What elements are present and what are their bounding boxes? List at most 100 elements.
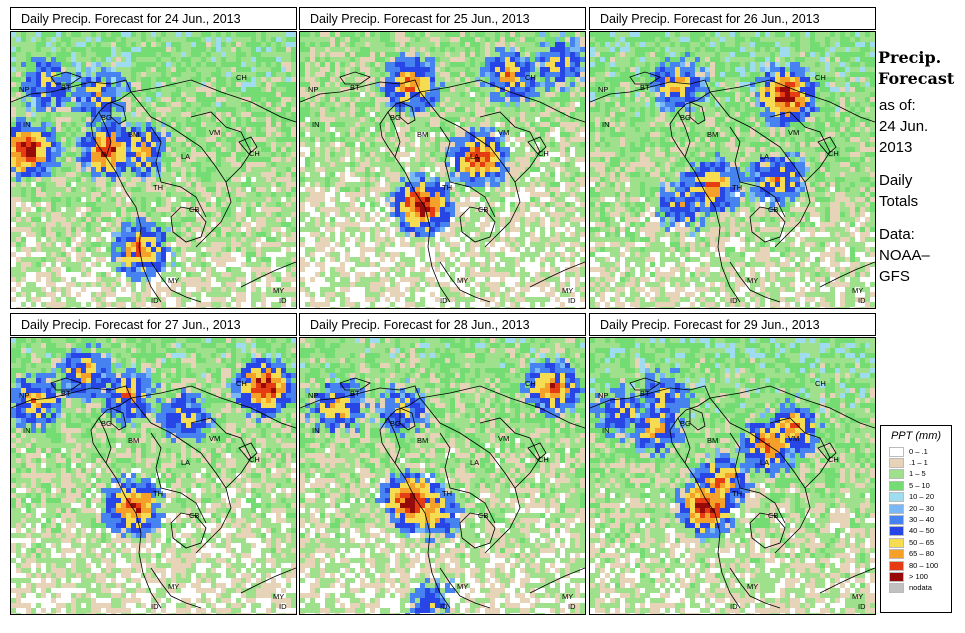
country-boundary: [439, 261, 491, 303]
legend-label: 30 – 40: [909, 515, 935, 525]
country-label: ID: [858, 602, 866, 611]
legend-entry: 10 – 20: [881, 492, 951, 503]
country-label: TH: [442, 183, 452, 192]
country-boundary: [90, 417, 107, 464]
country-label: TH: [442, 489, 452, 498]
country-label: ID: [151, 296, 159, 305]
country-boundary: [170, 206, 207, 243]
country-label: BM: [128, 130, 139, 139]
country-label: LA: [760, 458, 769, 467]
forecast-heading: Precip. Forecast: [878, 47, 963, 89]
legend-entry: nodata: [881, 583, 951, 594]
country-boundary: [130, 79, 296, 123]
country-boundary: [439, 567, 491, 609]
country-boundary: [439, 126, 496, 218]
country-label: CB: [478, 205, 488, 214]
country-boundary: [110, 101, 127, 125]
legend-entry: 30 – 40: [881, 514, 951, 526]
country-boundary: [689, 407, 706, 431]
country-boundary: [527, 442, 547, 461]
legend-swatch: [889, 537, 904, 548]
legend-entry: .1 – 1: [881, 457, 951, 469]
legend-title: PPT (mm): [890, 430, 942, 442]
country-boundary: [684, 462, 741, 609]
totals-line-2: Totals: [879, 193, 919, 210]
country-label: BT: [61, 389, 71, 398]
country-label: IN: [23, 120, 31, 129]
country-boundary: [419, 397, 521, 554]
precip-map: NP BT BG IN CH BM VM LA CH TH CB MY MY ID ID: [299, 31, 586, 309]
country-boundary: [729, 567, 781, 609]
country-label: CH: [828, 149, 839, 158]
country-boundary: [190, 111, 252, 183]
country-label: MY: [562, 286, 573, 295]
country-label: BM: [707, 130, 718, 139]
country-label: TH: [732, 489, 742, 498]
country-label: BG: [101, 419, 112, 428]
country-boundary: [709, 79, 875, 123]
panel-title: Daily Precip. Forecast for 27 Jun., 2013: [10, 313, 297, 336]
country-label: MY: [747, 276, 758, 285]
country-boundary: [709, 385, 875, 429]
country-label: CH: [249, 455, 260, 464]
legend-label: nodata: [909, 583, 932, 593]
country-boundary: [819, 567, 875, 594]
country-label: VM: [209, 128, 220, 137]
country-boundary: [684, 156, 741, 303]
country-label: ID: [440, 296, 448, 305]
country-label: CB: [189, 205, 199, 214]
country-label: NP: [308, 391, 318, 400]
panel-title: Daily Precip. Forecast for 26 Jun., 2013: [589, 7, 876, 30]
country-label: IN: [602, 426, 610, 435]
country-boundary: [238, 442, 258, 461]
country-label: VM: [788, 128, 799, 137]
country-label: ID: [568, 602, 576, 611]
country-label: MY: [852, 592, 863, 601]
country-label: NP: [598, 391, 608, 400]
country-boundary: [709, 397, 811, 554]
legend-label: 50 – 65: [909, 537, 935, 547]
country-boundary: [300, 385, 421, 464]
asof-date-line-2: 2013: [879, 139, 913, 156]
country-label: CB: [768, 205, 778, 214]
country-label: CH: [828, 455, 839, 464]
country-boundary: [669, 111, 686, 158]
country-label: MY: [273, 286, 284, 295]
forecast-panel: Daily Precip. Forecast for 27 Jun., 2013…: [10, 313, 299, 617]
country-label: CB: [478, 511, 488, 520]
country-label: MY: [168, 582, 179, 591]
forecast-panel: Daily Precip. Forecast for 24 Jun., 2013…: [10, 7, 299, 311]
country-boundary: [170, 512, 207, 549]
country-boundary: [819, 261, 875, 288]
country-label: VM: [498, 128, 509, 137]
country-label: BG: [390, 113, 401, 122]
asof-date-line-1: 24 Jun.: [879, 118, 929, 135]
country-label: BT: [61, 83, 71, 92]
country-boundary: [379, 417, 396, 464]
country-boundary: [238, 136, 258, 155]
legend-label: 10 – 20: [909, 492, 935, 502]
country-boundary: [769, 111, 831, 183]
country-label: VM: [788, 434, 799, 443]
country-boundary: [130, 91, 232, 248]
heading-line-2: Forecast: [878, 69, 955, 88]
country-label: IN: [312, 426, 320, 435]
precip-map: NP BT BG IN CH BM VM LA CH TH CB MY MY ID ID: [10, 337, 297, 615]
country-boundary: [240, 261, 296, 288]
country-label: CH: [525, 73, 536, 82]
country-label: ID: [730, 296, 738, 305]
forecast-panel: Daily Precip. Forecast for 26 Jun., 2013…: [589, 7, 878, 311]
country-label: LA: [470, 152, 479, 161]
country-boundary: [399, 101, 416, 125]
country-label: MY: [562, 592, 573, 601]
country-label: IN: [602, 120, 610, 129]
country-boundary: [190, 417, 252, 489]
country-boundary: [527, 136, 547, 155]
country-label: VM: [498, 434, 509, 443]
country-boundary: [817, 136, 837, 155]
precip-map: NP BT BG IN CH BM VM LA CH TH CB MY MY ID ID: [589, 337, 876, 615]
